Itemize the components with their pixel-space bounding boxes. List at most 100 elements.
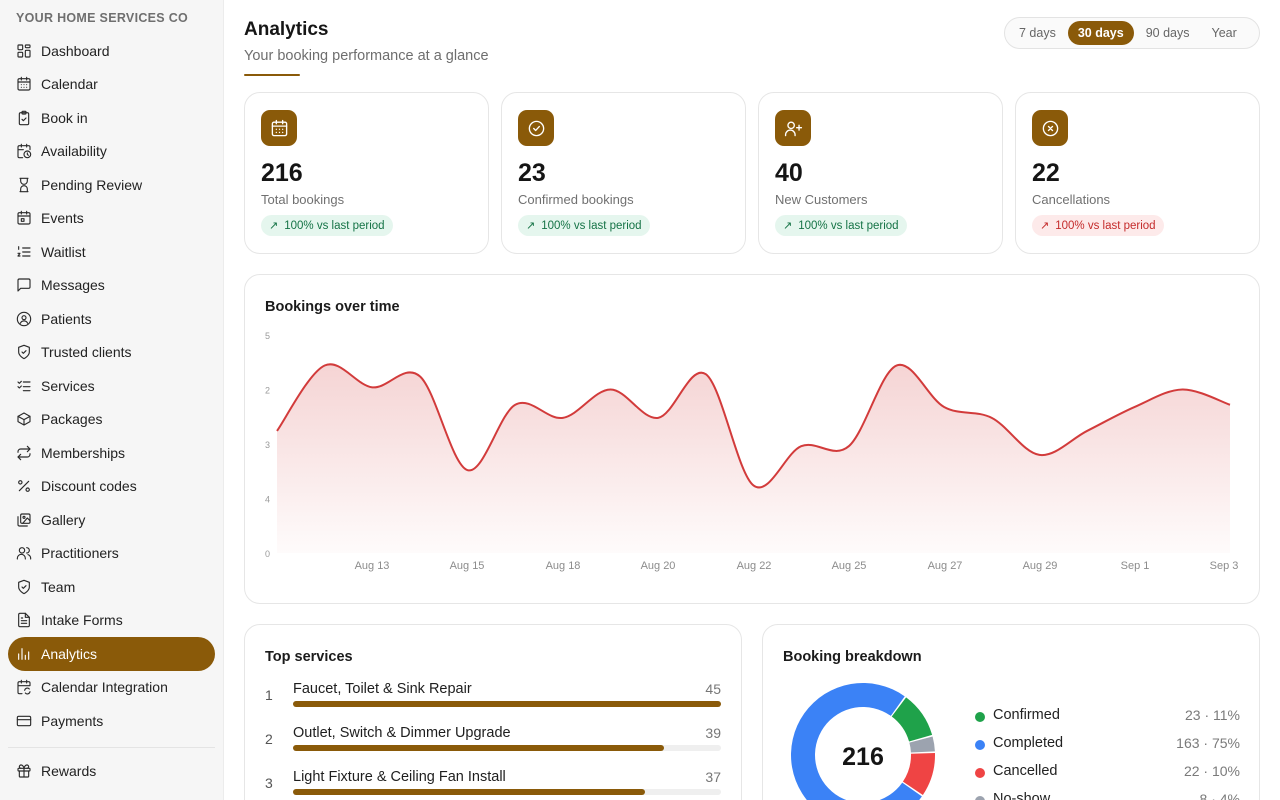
- y-tick-label: 0: [265, 549, 270, 559]
- service-row: 3 Light Fixture & Ceiling Fan Install 37: [265, 769, 725, 800]
- trend-badge-label: 100% vs last period: [541, 219, 642, 232]
- legend-item: Cancelled 22 · 10%: [975, 763, 1240, 783]
- legend-name: Cancelled: [993, 763, 1058, 779]
- sidebar-item-label: Calendar Integration: [41, 679, 168, 696]
- sidebar-item-label: Events: [41, 210, 84, 227]
- sidebar-item-payments[interactable]: Payments: [8, 704, 215, 738]
- stat-card: 22 Cancellations ↗ 100% vs last period: [1015, 92, 1260, 254]
- bar-chart-icon: [16, 646, 32, 662]
- x-tick-label: Sep 3: [1210, 560, 1239, 572]
- service-rank: 3: [265, 775, 273, 791]
- service-count: 37: [705, 769, 721, 785]
- sidebar-item-rewards[interactable]: Rewards: [8, 755, 215, 789]
- check-circle-icon: [518, 110, 554, 146]
- legend-item: Completed 163 · 75%: [975, 735, 1240, 755]
- legend-swatch: [975, 796, 985, 800]
- booking-breakdown-card: Booking breakdown 216 Confirmed 23 · 11% C…: [762, 624, 1260, 800]
- sidebar-item-label: Rewards: [41, 763, 97, 780]
- trend-badge: ↗ 100% vs last period: [261, 215, 393, 236]
- arrow-up-right-icon: ↗: [269, 220, 279, 232]
- legend-value: 22 · 10%: [1183, 763, 1240, 779]
- donut-slice-no-show: [909, 736, 935, 753]
- list-checks-icon: [16, 378, 32, 394]
- credit-card-icon: [16, 713, 32, 729]
- sidebar-item-availability[interactable]: Availability: [8, 135, 215, 169]
- sidebar-item-waitlist[interactable]: Waitlist: [8, 235, 215, 269]
- sidebar-item-analytics[interactable]: Analytics: [8, 637, 215, 671]
- stat-label: New Customers: [775, 192, 868, 207]
- sidebar-item-book-in[interactable]: Book in: [8, 101, 215, 135]
- sidebar-item-pending-review[interactable]: Pending Review: [8, 168, 215, 202]
- clipboard-check-icon: [16, 110, 32, 126]
- trend-badge: ↗ 100% vs last period: [775, 215, 907, 236]
- x-tick-label: Aug 27: [928, 560, 963, 572]
- sidebar-item-label: Payments: [41, 712, 104, 729]
- trend-badge-label: 100% vs last period: [1055, 219, 1156, 232]
- sidebar-item-label: Messages: [41, 277, 105, 294]
- service-bar-track: [293, 745, 721, 751]
- arrow-up-right-icon: ↗: [1040, 220, 1050, 232]
- service-row: 2 Outlet, Switch & Dimmer Upgrade 39: [265, 725, 725, 765]
- range-option-30-days[interactable]: 30 days: [1067, 21, 1134, 45]
- stat-card: 216 Total bookings ↗ 100% vs last period: [244, 92, 489, 254]
- range-option-90-days[interactable]: 90 days: [1145, 26, 1190, 40]
- list-ordered-icon: [16, 244, 32, 260]
- page-title: Analytics: [244, 19, 329, 40]
- range-option-year[interactable]: Year: [1211, 26, 1237, 40]
- y-tick-label: 3: [265, 440, 270, 450]
- y-tick-label: 4: [265, 495, 270, 505]
- sidebar-item-label: Book in: [41, 109, 88, 126]
- series-area: [277, 364, 1230, 553]
- service-row: 1 Faucet, Toilet & Sink Repair 45: [265, 681, 725, 721]
- sidebar-item-services[interactable]: Services: [8, 369, 215, 403]
- series-line: [276, 363, 1231, 489]
- sidebar-item-messages[interactable]: Messages: [8, 269, 215, 303]
- sidebar-item-calendar-integration[interactable]: Calendar Integration: [8, 671, 215, 705]
- sidebar-item-gallery[interactable]: Gallery: [8, 503, 215, 537]
- sidebar-item-label: Services: [41, 377, 95, 394]
- sidebar-item-patients[interactable]: Patients: [8, 302, 215, 336]
- service-rank: 1: [265, 687, 273, 703]
- sidebar-item-practitioners[interactable]: Practitioners: [8, 537, 215, 571]
- gift-icon: [16, 763, 32, 779]
- percent-icon: [16, 478, 32, 494]
- sidebar-item-label: Waitlist: [41, 243, 86, 260]
- sidebar-item-intake-forms[interactable]: Intake Forms: [8, 604, 215, 638]
- card-title: Booking breakdown: [783, 649, 922, 665]
- sidebar-item-label: Availability: [41, 143, 107, 160]
- stat-label: Cancellations: [1032, 192, 1111, 207]
- sidebar-item-calendar[interactable]: Calendar: [8, 68, 215, 102]
- file-text-icon: [16, 612, 32, 628]
- x-circle-icon: [1032, 110, 1068, 146]
- service-name: Faucet, Toilet & Sink Repair: [293, 681, 472, 697]
- sidebar-item-label: Practitioners: [41, 545, 119, 562]
- stat-label: Total bookings: [261, 192, 345, 207]
- sidebar-item-discount-codes[interactable]: Discount codes: [8, 470, 215, 504]
- booking-breakdown-donut: [791, 683, 935, 800]
- stat-value: 23: [518, 159, 546, 187]
- brand-name: YOUR HOME SERVICES CO: [16, 11, 189, 25]
- range-option-7-days[interactable]: 7 days: [1019, 26, 1056, 40]
- top-services-card: Top services 1 Faucet, Toilet & Sink Repa…: [244, 624, 742, 800]
- sidebar-item-team[interactable]: Team: [8, 570, 215, 604]
- sidebar-item-trusted-clients[interactable]: Trusted clients: [8, 336, 215, 370]
- sidebar-item-events[interactable]: Events: [8, 202, 215, 236]
- donut-slice-confirmed: [891, 697, 933, 742]
- trend-badge-label: 100% vs last period: [798, 219, 899, 232]
- sidebar-item-label: Analytics: [41, 645, 98, 662]
- stat-label: Confirmed bookings: [518, 192, 634, 207]
- x-tick-label: Aug 13: [355, 560, 390, 572]
- page-subtitle: Your booking performance at a glance: [244, 48, 489, 64]
- donut-slice-completed: [791, 683, 922, 800]
- sidebar-item-dashboard[interactable]: Dashboard: [8, 34, 215, 68]
- sidebar-item-memberships[interactable]: Memberships: [8, 436, 215, 470]
- calendar-icon: [261, 110, 297, 146]
- sidebar-item-label: Memberships: [41, 444, 126, 461]
- message-square-icon: [16, 277, 32, 293]
- sidebar-item-label: Gallery: [41, 511, 86, 528]
- service-bar-fill: [293, 789, 645, 795]
- legend-value: 8 · 4%: [1199, 791, 1240, 800]
- sidebar-item-packages[interactable]: Packages: [8, 403, 215, 437]
- sidebar-item-label: Calendar: [41, 76, 98, 93]
- sidebar-item-label: Pending Review: [41, 176, 143, 193]
